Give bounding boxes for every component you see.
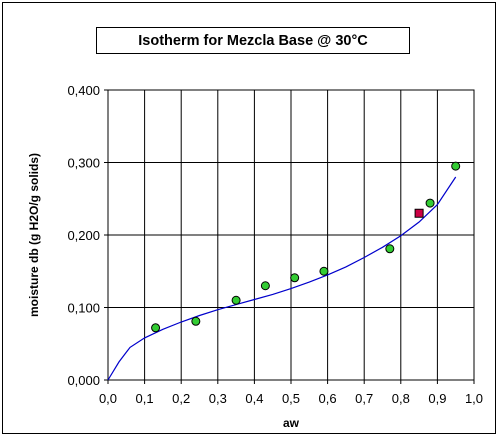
x-tick-label: 0,4 [245,391,263,406]
x-tick-label: 1,0 [465,391,483,406]
circle-marker [425,198,435,208]
y-tick-label: 0,000 [67,373,100,388]
x-tick-label: 0,3 [209,391,227,406]
y-tick-label: 0,200 [67,228,100,243]
circle-marker [260,281,270,291]
circle-marker [231,295,241,305]
circle-marker [385,244,395,254]
circle-marker [191,316,201,326]
square-marker [414,208,424,218]
x-tick-label: 0,8 [392,391,410,406]
circle-marker [319,266,329,276]
y-tick-label: 0,400 [67,83,100,98]
data-series [107,161,461,381]
y-tick-label: 0,100 [67,301,100,316]
y-tick-label: 0,300 [67,156,100,171]
x-tick-label: 0,6 [319,391,337,406]
y-axis-label: moisture db (g H2O/g solids) [27,153,41,317]
circle-marker [290,273,300,283]
grid-lines [108,90,474,380]
x-tick-label: 0,9 [428,391,446,406]
chart-title: Isotherm for Mezcla Base @ 30°C [138,32,368,49]
x-tick-label: 0,0 [99,391,117,406]
x-tick-label: 0,5 [282,391,300,406]
x-tick-label: 0,1 [136,391,154,406]
x-tick-label: 0,7 [355,391,373,406]
axis-ticks: 0,0 0,1 0,2 0,3 0,4 0,5 0,6 0,7 0,8 0,9 1,0 0,000 0,… [67,83,483,406]
circle-marker [451,161,461,171]
x-axis-label: aw [283,416,300,430]
chart-frame [2,2,496,434]
fitted-curve-line [107,176,457,381]
x-tick-label: 0,2 [172,391,190,406]
circle-marker [151,323,161,333]
chart-title-box: Isotherm for Mezcla Base @ 30°C [96,27,410,54]
